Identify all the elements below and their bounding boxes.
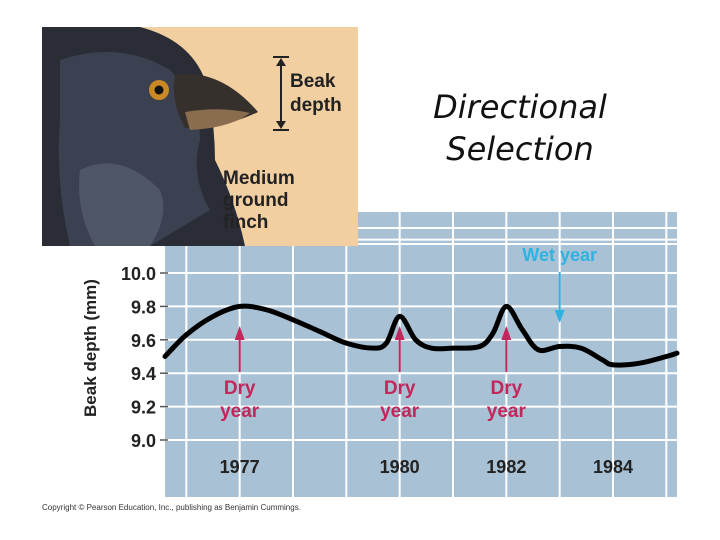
y-tick-label-10.0: 10.0 (121, 264, 156, 284)
dry-label-line1-0: Dry (224, 378, 256, 399)
dry-label-line1-1: Dry (384, 378, 416, 399)
dry-label-line1-2: Dry (490, 378, 522, 399)
slide-title-line2: Selection (446, 130, 594, 168)
beak-depth-label-line2: depth (290, 95, 342, 116)
y-tick-label-9.6: 9.6 (131, 331, 156, 351)
dry-arrow-head-2 (501, 326, 512, 340)
finch-inset: Beak depth Medium ground finch (42, 27, 358, 246)
y-axis-ticks: 9.0 9.2 9.4 9.6 9.8 10.0 (121, 264, 168, 451)
beak-depth-label-line1: Beak (290, 71, 336, 92)
finch-illustration (42, 27, 258, 246)
x-axis-ticks: 1977 1980 1982 1984 (220, 457, 633, 477)
slide-title-line1: Directional (433, 88, 607, 126)
species-label-line2: ground (223, 190, 288, 211)
wet-label-3: Wet year (522, 245, 597, 265)
series-line-beak-depth (162, 303, 680, 368)
x-tick-label-1984: 1984 (593, 457, 633, 477)
dry-arrow-head-0 (234, 326, 245, 340)
y-axis-label: Beak depth (mm) (81, 279, 100, 417)
y-tick-label-9.2: 9.2 (131, 398, 156, 418)
dry-label-line2-2: year (487, 401, 527, 422)
y-tick-label-9.4: 9.4 (131, 364, 156, 384)
beak-depth-marker (273, 56, 289, 131)
y-tick-label-9.8: 9.8 (131, 297, 156, 317)
plot-background (165, 212, 677, 497)
slide-title: Directional Selection (400, 86, 640, 170)
wet-arrow-head-3 (554, 310, 565, 323)
dry-label-line2-0: year (220, 401, 260, 422)
x-tick-label-1980: 1980 (380, 457, 420, 477)
species-label-line1: Medium (223, 168, 295, 189)
horizontal-gridlines (165, 227, 677, 441)
y-axis-panel (42, 246, 165, 497)
species-label-line3: finch (223, 212, 268, 233)
dry-arrow-head-1 (394, 326, 405, 340)
copyright-notice: Copyright © Pearson Education, Inc., pub… (42, 503, 301, 512)
y-tick-label-9.0: 9.0 (131, 431, 156, 451)
x-tick-label-1977: 1977 (220, 457, 260, 477)
dry-label-line2-1: year (380, 401, 420, 422)
x-tick-label-1982: 1982 (486, 457, 526, 477)
